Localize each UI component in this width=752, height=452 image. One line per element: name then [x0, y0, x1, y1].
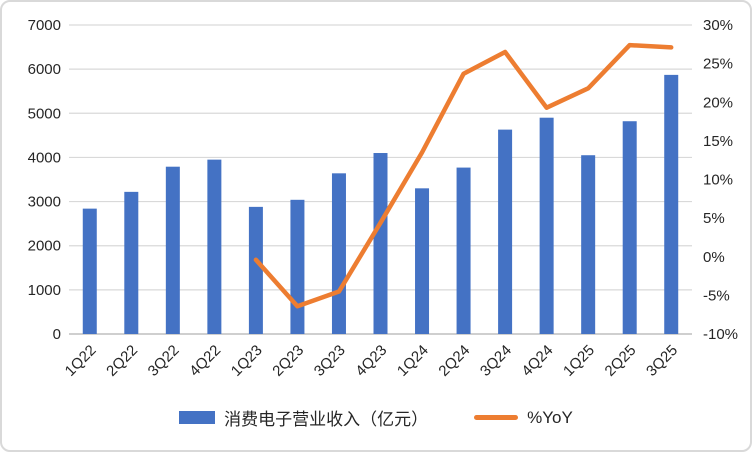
svg-text:2Q23: 2Q23 — [269, 342, 307, 380]
bar-2Q24 — [456, 167, 471, 334]
svg-text:-5%: -5% — [703, 287, 730, 304]
bar-3Q24 — [498, 129, 513, 334]
bar-4Q22 — [207, 159, 222, 334]
legend-item-yoy: %YoY — [474, 408, 573, 428]
svg-text:4Q22: 4Q22 — [186, 342, 224, 380]
bar-3Q23 — [331, 173, 346, 334]
svg-text:4Q24: 4Q24 — [518, 342, 556, 380]
svg-text:1Q24: 1Q24 — [394, 342, 432, 380]
svg-text:2Q25: 2Q25 — [602, 342, 640, 380]
svg-text:5%: 5% — [703, 210, 725, 227]
svg-text:30%: 30% — [703, 17, 733, 34]
left-axis-labels: 0 1000 2000 3000 4000 5000 6000 7000 — [28, 17, 61, 343]
bar-2Q22 — [124, 191, 139, 334]
svg-text:1Q25: 1Q25 — [560, 342, 598, 380]
svg-text:6000: 6000 — [28, 61, 61, 78]
legend-bar-swatch — [179, 411, 216, 424]
svg-text:4000: 4000 — [28, 149, 61, 166]
legend-item-revenue: 消费电子营业收入（亿元） — [179, 405, 428, 430]
svg-text:3000: 3000 — [28, 194, 61, 211]
svg-text:3Q22: 3Q22 — [145, 342, 183, 380]
bar-3Q25 — [664, 74, 679, 334]
svg-text:1Q22: 1Q22 — [62, 342, 100, 380]
bar-1Q23 — [248, 206, 263, 334]
svg-text:4Q23: 4Q23 — [352, 342, 390, 380]
svg-text:-10%: -10% — [703, 326, 738, 343]
bar-3Q22 — [165, 166, 180, 334]
svg-text:0: 0 — [53, 326, 61, 343]
svg-text:2Q22: 2Q22 — [103, 342, 141, 380]
bar-1Q22 — [82, 208, 97, 334]
svg-text:2000: 2000 — [28, 238, 61, 255]
svg-text:25%: 25% — [703, 56, 733, 73]
bar-4Q23 — [373, 153, 388, 334]
svg-text:2Q24: 2Q24 — [435, 342, 473, 380]
svg-text:10%: 10% — [703, 172, 733, 189]
bar-2Q25 — [622, 121, 637, 334]
bar-1Q24 — [415, 188, 430, 334]
bar-2Q23 — [290, 199, 305, 334]
svg-text:15%: 15% — [703, 133, 733, 150]
svg-text:3Q23: 3Q23 — [311, 342, 349, 380]
svg-text:1000: 1000 — [28, 282, 61, 299]
legend-revenue-label: 消费电子营业收入（亿元） — [224, 410, 429, 429]
svg-text:5000: 5000 — [28, 105, 61, 122]
svg-text:7000: 7000 — [28, 17, 61, 34]
bar-4Q24 — [539, 117, 554, 334]
line-series-yoy — [253, 42, 674, 309]
svg-text:3Q24: 3Q24 — [477, 342, 515, 380]
svg-text:0%: 0% — [703, 249, 725, 266]
legend-line-swatch — [474, 415, 519, 420]
svg-text:1Q23: 1Q23 — [228, 342, 266, 380]
svg-text:20%: 20% — [703, 94, 733, 111]
chart-legend: 消费电子营业收入（亿元） %YoY — [2, 405, 750, 430]
right-axis-labels: -10% -5% 0% 5% 10% 15% 20% 25% 30% — [703, 17, 738, 343]
x-axis-labels: 1Q22 2Q22 3Q22 4Q22 1Q23 2Q23 3Q23 4Q23 1Q24 2Q24… — [62, 342, 681, 380]
bar-1Q25 — [581, 155, 596, 334]
legend-yoy-label: %YoY — [527, 407, 573, 427]
svg-text:3Q25: 3Q25 — [643, 342, 681, 380]
